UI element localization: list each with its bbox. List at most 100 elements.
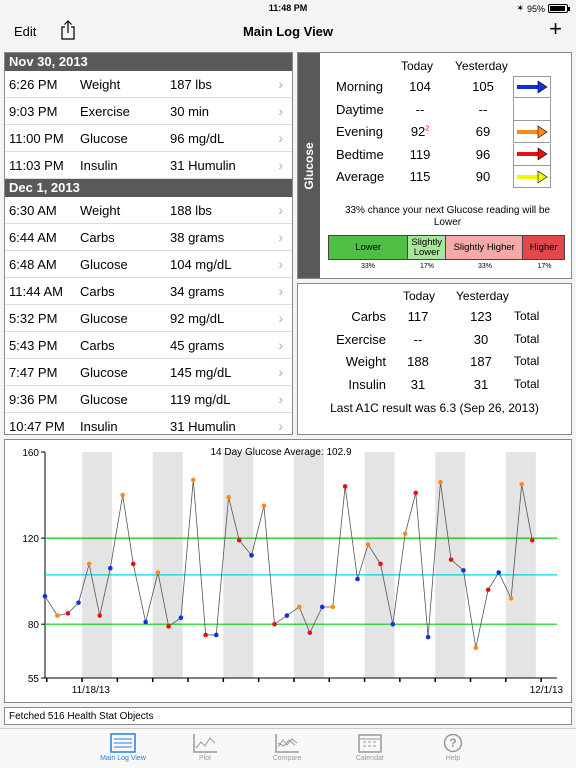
- log-entry-row[interactable]: 11:44 AM Carbs 34 grams ›: [5, 278, 292, 305]
- glucose-data-point: [496, 570, 502, 575]
- log-entry-row[interactable]: 6:48 AM Glucose 104 mg/dL ›: [5, 251, 292, 278]
- glucose-data-point: [226, 494, 231, 500]
- glucose-data-point: [130, 561, 136, 567]
- shaded-day-band: [82, 452, 113, 678]
- y-tick-label: 120: [22, 534, 39, 545]
- plot-icon: [170, 733, 240, 753]
- glucose-data-point: [143, 619, 148, 625]
- tab-calendar[interactable]: Calendar: [335, 733, 405, 762]
- trend-arrow-icon: [513, 121, 551, 143]
- entry-value: 119 mg/dL: [170, 392, 231, 407]
- log-entry-row[interactable]: 6:44 AM Carbs 38 grams ›: [5, 224, 292, 251]
- log-entry-row[interactable]: 11:03 PM Insulin 31 Humulin ›: [5, 152, 292, 179]
- entry-value: 145 mg/dL: [170, 365, 232, 380]
- entry-value: 92 mg/dL: [170, 311, 225, 326]
- glucose-data-point: [330, 604, 336, 610]
- status-bar: 11:48 PM ✶ 95%: [0, 0, 576, 16]
- chevron-right-icon: ›: [278, 337, 283, 353]
- trend-arrow-icon: [513, 76, 551, 98]
- probability-percent: 17%: [537, 263, 552, 270]
- glucose-data-point: [120, 492, 125, 498]
- log-list[interactable]: Nov 30, 2013 6:26 PM Weight 187 lbs › 9:03 PM…: [4, 52, 293, 435]
- glucose-chart-svg: 55 80 120 160 11/18/13 12/1/13 14 Day Glucose …: [22, 447, 563, 696]
- entry-value: 34 grams: [170, 284, 225, 299]
- compare-icon: [252, 733, 322, 753]
- today-value: 104: [403, 79, 437, 94]
- probability-percent: 33%: [477, 263, 492, 270]
- today-value-text: 115: [409, 169, 431, 184]
- log-entry-row[interactable]: 9:03 PM Exercise 30 min ›: [5, 98, 292, 125]
- glucose-chart[interactable]: 55 80 120 160 11/18/13 12/1/13 14 Day Glucose …: [4, 439, 572, 703]
- period-label: Average: [336, 169, 385, 184]
- shaded-day-band: [435, 452, 466, 678]
- chevron-right-icon: ›: [278, 157, 283, 173]
- log-entry-row[interactable]: 5:43 PM Carbs 45 grams ›: [5, 332, 292, 359]
- total-label: Weight: [345, 354, 386, 369]
- chevron-right-icon: ›: [278, 310, 283, 326]
- totals-panel: Today Yesterday Carbs 117 123 Total Exercise --…: [297, 283, 572, 435]
- chevron-right-icon: ›: [278, 418, 283, 434]
- tab-plot[interactable]: Plot: [170, 733, 240, 762]
- battery-indicator: ✶ 95%: [516, 3, 570, 14]
- glucose-data-point: [485, 587, 491, 593]
- reading-count: 2: [425, 125, 430, 133]
- glucose-data-point: [166, 624, 171, 629]
- glucose-summary-panel: Glucose Today Yesterday Morning 104 105 Dayti…: [297, 52, 572, 279]
- entry-type: Glucose: [80, 392, 128, 407]
- entry-type: Glucose: [80, 257, 128, 272]
- shaded-day-band: [223, 452, 254, 678]
- log-entry-row[interactable]: 6:30 AM Weight 188 lbs ›: [5, 197, 292, 224]
- log-entry-row[interactable]: 11:00 PM Glucose 96 mg/dL ›: [5, 125, 292, 152]
- total-label: Carbs: [351, 309, 386, 324]
- glucose-side-label: Glucose: [302, 141, 316, 190]
- today-value-text: 119: [409, 146, 431, 162]
- period-label: Evening: [336, 124, 383, 139]
- glucose-data-point: [319, 604, 325, 610]
- entry-time: 6:30 AM: [9, 203, 57, 218]
- probability-bar: Lower Slightly Lower Slightly Higher Higher: [328, 235, 565, 260]
- today-value: 115: [403, 169, 437, 184]
- log-entry-row[interactable]: 6:26 PM Weight 187 lbs ›: [5, 71, 292, 98]
- log-entry-row[interactable]: 5:32 PM Glucose 92 mg/dL ›: [5, 305, 292, 332]
- edit-button[interactable]: Edit: [14, 24, 37, 39]
- glucose-data-point: [390, 621, 396, 627]
- log-entry-row[interactable]: 9:36 PM Glucose 119 mg/dL ›: [5, 386, 292, 413]
- entry-type: Carbs: [80, 338, 115, 353]
- trend-arrow-icon: [513, 98, 551, 121]
- today-value-text: 92: [410, 124, 426, 139]
- glucose-data-point: [236, 537, 242, 543]
- share-icon[interactable]: [60, 20, 76, 40]
- chevron-right-icon: ›: [278, 391, 283, 407]
- probability-percent: 17%: [419, 263, 434, 270]
- log-entry-row[interactable]: 10:47 PM Insulin 31 Humulin ›: [5, 413, 292, 434]
- entry-time: 9:36 PM: [9, 392, 58, 407]
- glucose-data-point: [65, 611, 71, 616]
- today-value: --: [403, 102, 437, 117]
- battery-percent: 95%: [526, 3, 545, 14]
- yesterday-total: 187: [470, 354, 492, 369]
- glucose-data-point: [365, 542, 371, 547]
- chevron-right-icon: ›: [278, 283, 283, 299]
- tab-label: Plot: [198, 755, 212, 762]
- entry-time: 11:00 PM: [9, 131, 64, 146]
- glucose-data-point: [203, 632, 208, 638]
- yesterday-total: 123: [470, 309, 492, 324]
- battery-icon: [548, 4, 570, 13]
- chevron-right-icon: ›: [278, 76, 283, 92]
- log-entry-row[interactable]: 7:47 PM Glucose 145 mg/dL ›: [5, 359, 292, 386]
- add-button[interactable]: +: [549, 16, 562, 41]
- tab-compare[interactable]: Compare: [252, 733, 322, 762]
- tab-main-log-view[interactable]: Main Log View: [88, 733, 158, 762]
- tab-help[interactable]: ? Help: [418, 733, 488, 762]
- total-suffix: Total: [514, 376, 540, 391]
- yesterday-total: 30: [473, 331, 489, 347]
- today-value: 119: [403, 147, 437, 162]
- prediction-line-1: 33% chance your next Glucose reading wil…: [344, 205, 551, 216]
- glucose-data-point: [461, 568, 466, 573]
- entry-time: 7:47 PM: [9, 365, 58, 380]
- tab-label: Compare: [272, 755, 302, 762]
- glucose-data-point: [378, 561, 383, 567]
- entry-value: 31 Humulin: [170, 158, 236, 173]
- glucose-data-point: [342, 484, 348, 489]
- total-label: Insulin: [348, 376, 386, 392]
